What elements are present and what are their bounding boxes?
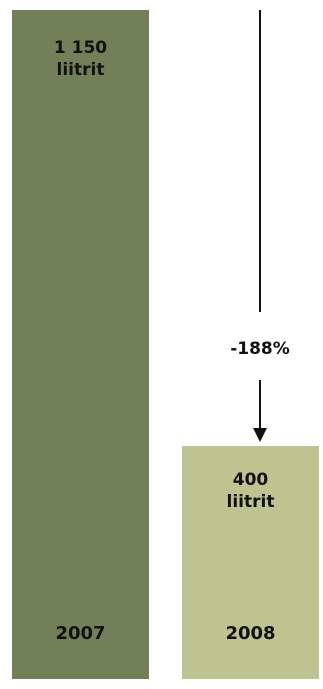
bar-value-number-2007: 1 150 xyxy=(53,38,108,58)
bar-value-unit-2008: liitrit xyxy=(226,492,275,512)
bar-value-label-2007: 1 150 liitrit xyxy=(12,37,149,81)
bar-2008: 400 liitrit 2008 xyxy=(182,446,319,679)
bar-value-label-2008: 400 liitrit xyxy=(182,469,319,513)
bar-value-number-2008: 400 xyxy=(232,470,269,490)
bar-2007: 1 150 liitrit 2007 xyxy=(12,10,149,679)
category-label-2007: 2007 xyxy=(55,623,106,644)
bar-value-unit-2007: liitrit xyxy=(56,60,105,80)
change-arrow-head xyxy=(253,428,267,442)
change-percentage-label: -188% xyxy=(230,339,290,359)
category-label-2008: 2008 xyxy=(225,623,276,644)
